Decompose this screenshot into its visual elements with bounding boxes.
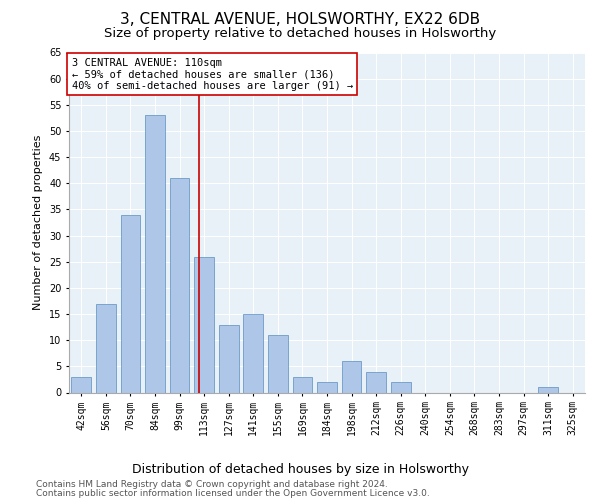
Bar: [244, 314, 263, 392]
Bar: [145, 116, 165, 392]
Bar: [121, 214, 140, 392]
Bar: [170, 178, 190, 392]
Text: Distribution of detached houses by size in Holsworthy: Distribution of detached houses by size …: [131, 462, 469, 475]
Bar: [219, 324, 239, 392]
Y-axis label: Number of detached properties: Number of detached properties: [34, 135, 43, 310]
Bar: [71, 377, 91, 392]
Text: Contains HM Land Registry data © Crown copyright and database right 2024.: Contains HM Land Registry data © Crown c…: [36, 480, 388, 489]
Text: Contains public sector information licensed under the Open Government Licence v3: Contains public sector information licen…: [36, 488, 430, 498]
Bar: [538, 388, 558, 392]
Bar: [367, 372, 386, 392]
Bar: [342, 361, 361, 392]
Text: 3, CENTRAL AVENUE, HOLSWORTHY, EX22 6DB: 3, CENTRAL AVENUE, HOLSWORTHY, EX22 6DB: [120, 12, 480, 28]
Bar: [317, 382, 337, 392]
Bar: [194, 256, 214, 392]
Text: Size of property relative to detached houses in Holsworthy: Size of property relative to detached ho…: [104, 28, 496, 40]
Bar: [293, 377, 312, 392]
Text: 3 CENTRAL AVENUE: 110sqm
← 59% of detached houses are smaller (136)
40% of semi-: 3 CENTRAL AVENUE: 110sqm ← 59% of detach…: [71, 58, 353, 91]
Bar: [96, 304, 116, 392]
Bar: [391, 382, 410, 392]
Bar: [268, 335, 287, 392]
